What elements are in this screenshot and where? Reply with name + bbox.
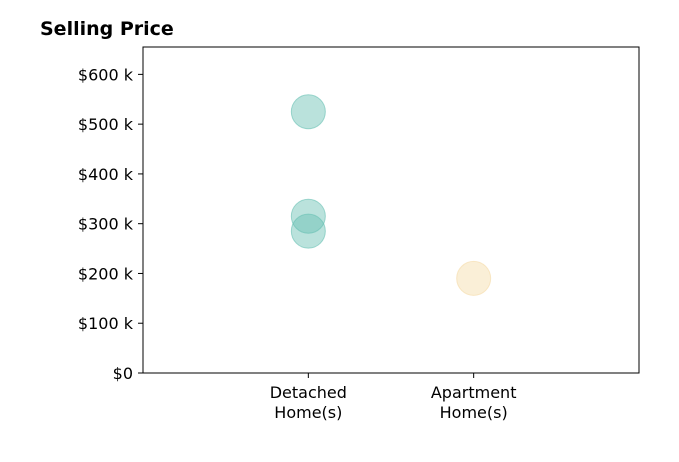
data-point-4: [456, 260, 492, 296]
y-tick-label: $200 k: [78, 264, 134, 283]
y-tick-label: $300 k: [78, 215, 134, 234]
y-tick-label: $0: [113, 364, 133, 383]
x-tick-label: Apartment Home(s): [431, 383, 517, 422]
y-tick-label: $600 k: [78, 65, 134, 84]
y-tick-label: $400 k: [78, 165, 134, 184]
x-tick-label: Detached Home(s): [270, 383, 347, 422]
data-point-3: [290, 213, 326, 249]
y-tick-label: $100 k: [78, 314, 134, 333]
data-point-2: [290, 198, 326, 234]
plot-frame: [142, 46, 640, 374]
data-point-1: [290, 94, 326, 130]
plot-area: $0 $100 k $200 k $300 k $400 k $500 k $600 k De…: [78, 46, 640, 422]
chart-title: Selling Price: [40, 18, 174, 40]
y-tick-label: $500 k: [78, 115, 134, 134]
